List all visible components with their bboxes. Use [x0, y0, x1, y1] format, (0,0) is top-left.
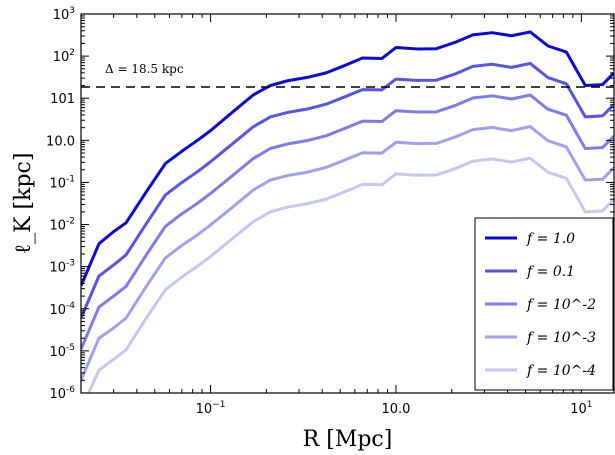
y-tick-label: 10-3: [49, 259, 75, 276]
x-tick-label: 10.0: [381, 402, 410, 417]
legend-label-1: f = 0.1: [526, 264, 575, 280]
axis-labels: R [Mpc] ℓ_K [kpc]: [11, 153, 392, 452]
x-axis-title: R [Mpc]: [303, 427, 393, 452]
axes-layer: 10−1 10.0 101 10-6 10-5 10-4 10-3 10-2 10-1 10.0 1…: [46, 6, 615, 417]
y-tick-label: 10-5: [49, 343, 75, 360]
y-tick-label: 10.0: [46, 134, 75, 149]
legend-label-3: f = 10^-3: [526, 330, 596, 346]
plot-frame: [80, 13, 615, 394]
legend-label-4: f = 10^-4: [526, 363, 596, 379]
series-line-1: [81, 61, 614, 319]
reference-line-label: Δ = 18.5 kpc: [105, 62, 184, 76]
series-layer: [81, 30, 614, 393]
series-line-3: [81, 125, 614, 381]
y-tick-label: 10-2: [49, 217, 75, 234]
y-tick-label: 103: [53, 6, 75, 23]
x-tick-label: 101: [570, 400, 592, 417]
y-axis-title: ℓ_K [kpc]: [11, 153, 36, 255]
y-tick-label: 101: [50, 92, 75, 107]
y-tick-label: 10-6: [49, 385, 75, 402]
series-line-0: [81, 30, 614, 287]
legend-label-0: f = 1.0: [526, 231, 575, 247]
x-tick-label: 10−1: [196, 400, 226, 417]
legend: f = 1.0 f = 0.1 f = 10^-2 f = 10^-3 f = 10^-…: [474, 217, 614, 391]
series-line-2: [81, 93, 614, 350]
series-line-4: [86, 156, 614, 393]
reference-line-layer: Δ = 18.5 kpc: [81, 62, 614, 88]
legend-label-2: f = 10^-2: [526, 297, 596, 313]
y-tick-label: 102: [53, 48, 75, 65]
y-tick-label: 10-4: [49, 301, 75, 318]
y-tick-label: 10-1: [49, 174, 75, 191]
